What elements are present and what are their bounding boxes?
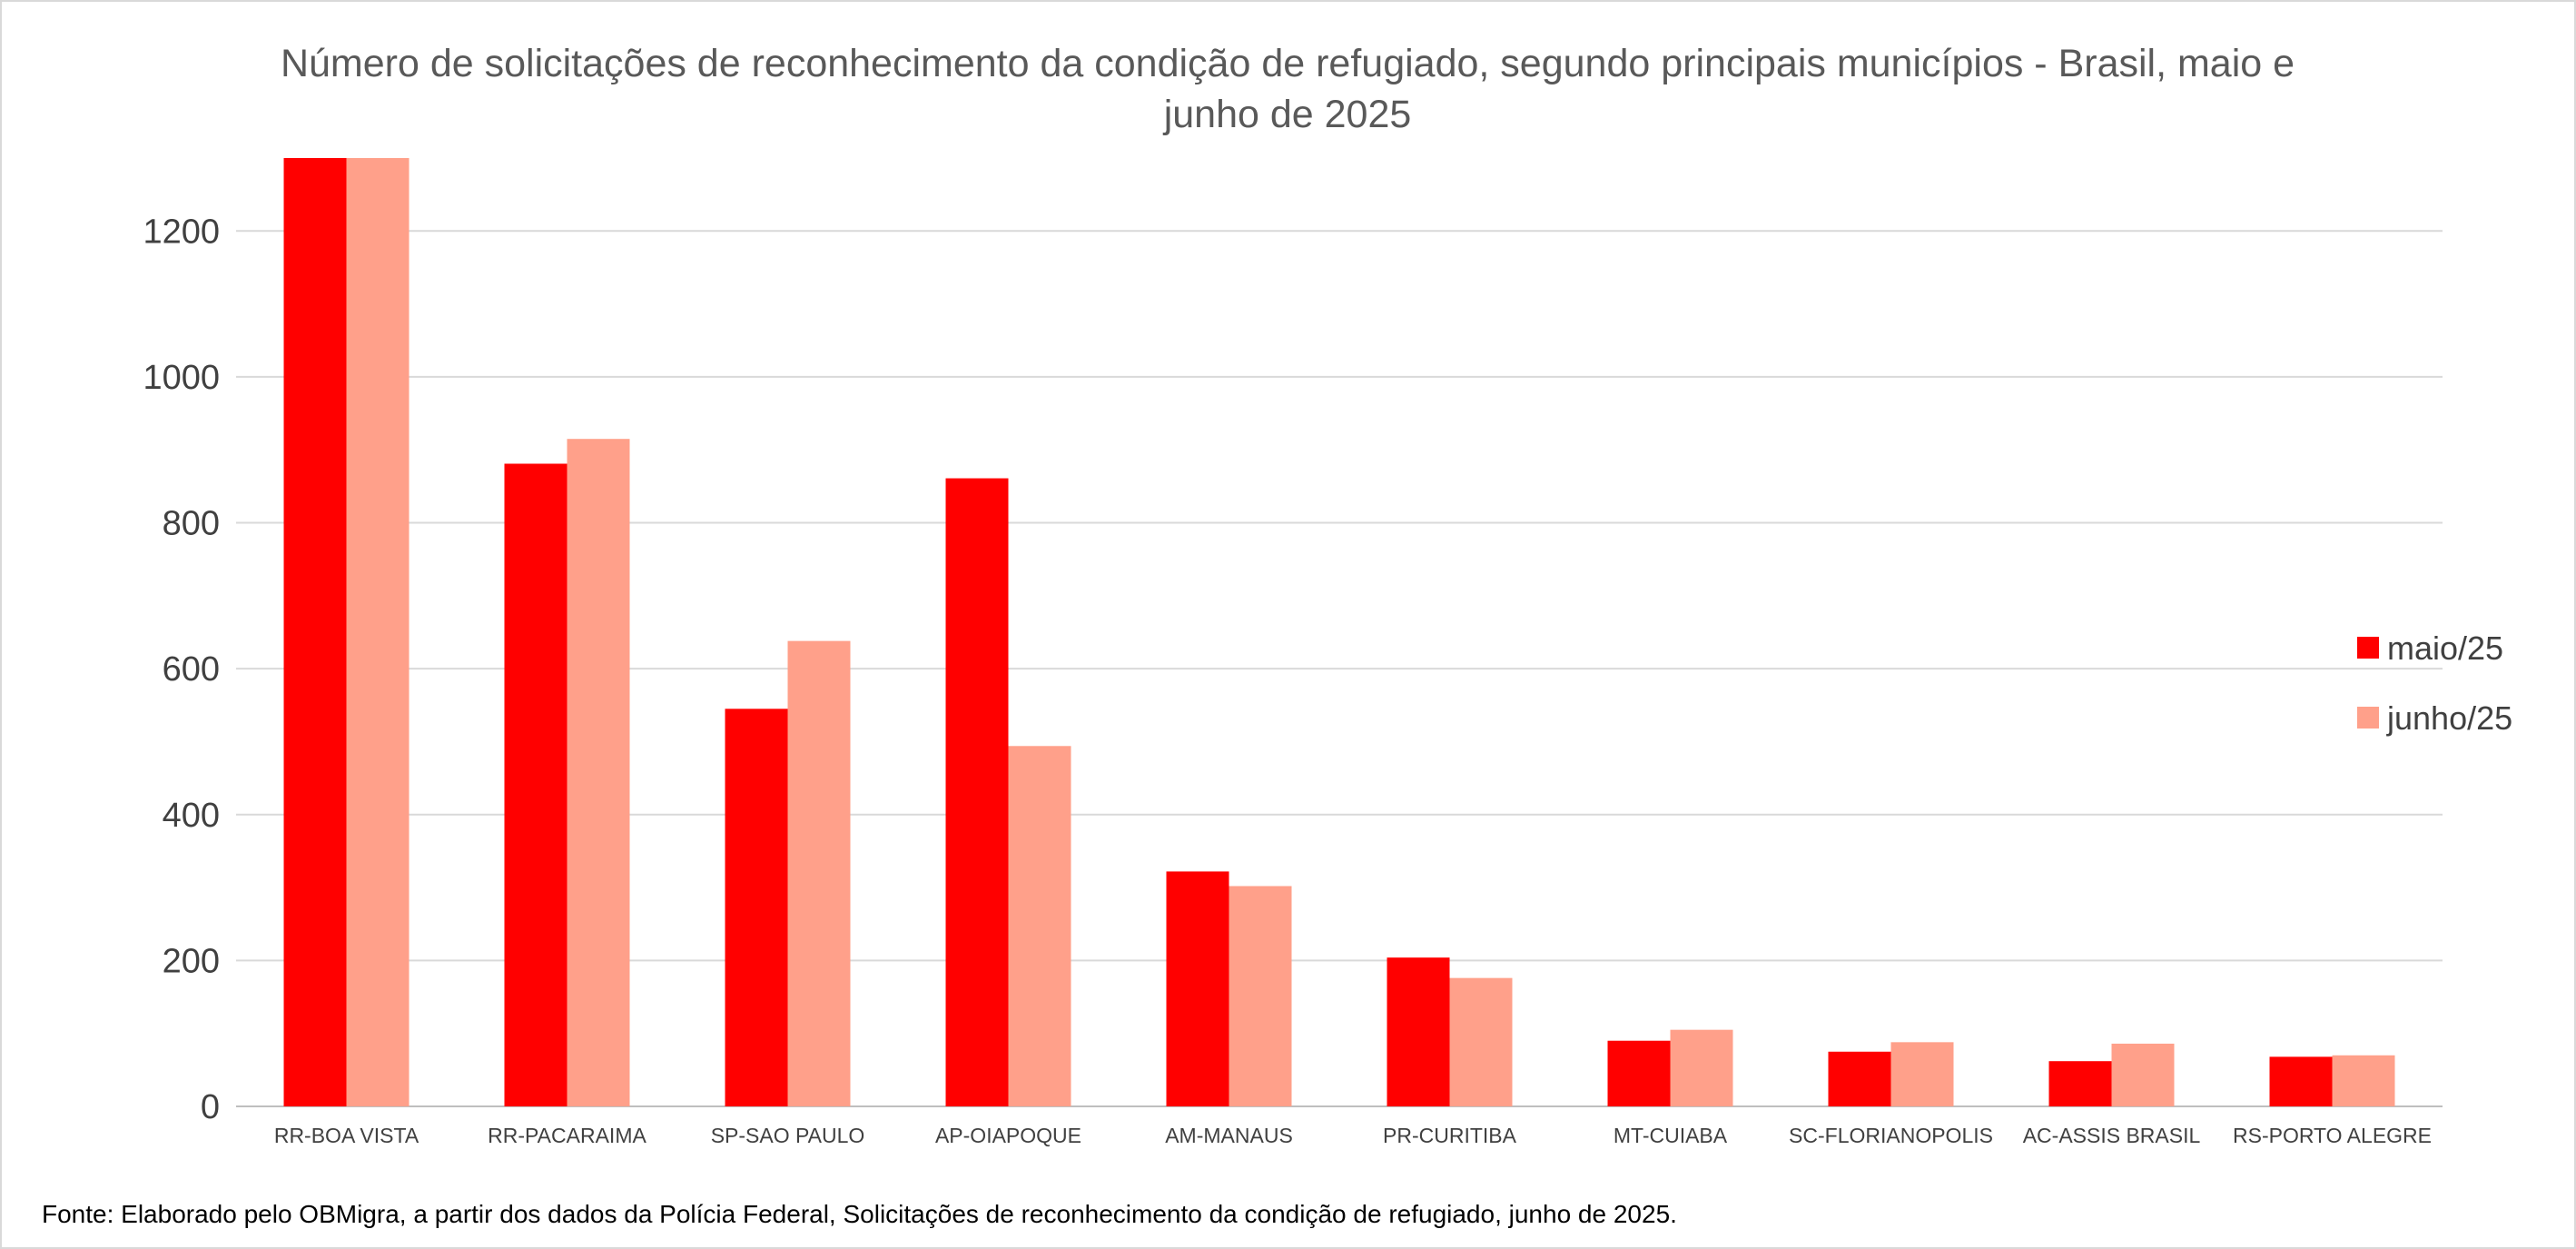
y-tick-label: 400 xyxy=(163,797,220,835)
y-tick-label: 1200 xyxy=(143,213,220,251)
bar-junho-rr-pacaraima xyxy=(567,439,630,1107)
x-tick-label: AC-ASSIS BRASIL xyxy=(2023,1124,2201,1147)
bar-maio-mt-cuiaba xyxy=(1607,1040,1671,1106)
bar-maio-rs-porto-alegre xyxy=(2269,1056,2333,1106)
y-tick-label: 800 xyxy=(163,505,220,543)
legend: maio/25 junho/25 xyxy=(2357,629,2512,737)
x-axis-ticks: RR-BOA VISTA RR-PACARAIMA SP-SAO PAULO AP-O… xyxy=(274,1124,2432,1147)
bar-maio-am-manaus xyxy=(1166,871,1229,1106)
bar-junho-sc-florianopolis xyxy=(1890,1042,1954,1106)
bar-maio-rr-boa-vista xyxy=(283,158,347,1106)
bar-junho-sp-sao-paulo xyxy=(787,640,851,1106)
source-note: Fonte: Elaborado pelo OBMigra, a partir … xyxy=(42,1200,1677,1228)
y-tick-label: 200 xyxy=(163,942,220,980)
bar-maio-ac-assis-brasil xyxy=(2048,1061,2112,1106)
x-tick-label: PR-CURITIBA xyxy=(1383,1124,1517,1147)
bar-junho-rs-porto-alegre xyxy=(2332,1055,2395,1106)
x-tick-label: RR-PACARAIMA xyxy=(488,1124,646,1147)
y-tick-label: 0 xyxy=(201,1088,220,1126)
legend-swatch xyxy=(2357,707,2379,729)
bar-maio-sc-florianopolis xyxy=(1828,1051,1891,1106)
x-tick-label: RS-PORTO ALEGRE xyxy=(2233,1124,2432,1147)
y-tick-label: 1000 xyxy=(143,359,220,397)
bar-junho-mt-cuiaba xyxy=(1670,1029,1733,1106)
y-axis-ticks: 0 200 400 600 800 1000 1200 xyxy=(143,213,220,1126)
bars xyxy=(283,158,2395,1107)
y-tick-label: 600 xyxy=(163,650,220,689)
bar-junho-ac-assis-brasil xyxy=(2111,1043,2175,1106)
bar-junho-am-manaus xyxy=(1229,886,1292,1106)
x-tick-label: AM-MANAUS xyxy=(1165,1124,1293,1147)
bar-junho-pr-curitiba xyxy=(1449,977,1513,1106)
legend-label: junho/25 xyxy=(2386,699,2512,737)
chart-title: Número de solicitações de reconhecimento… xyxy=(281,42,2295,136)
legend-label: maio/25 xyxy=(2387,629,2503,667)
bar-maio-ap-oiapoque xyxy=(945,478,1009,1106)
bar-maio-pr-curitiba xyxy=(1387,957,1450,1106)
x-tick-label: AP-OIAPOQUE xyxy=(935,1124,1081,1147)
bar-junho-ap-oiapoque xyxy=(1008,746,1071,1106)
x-tick-label: SC-FLORIANOPOLIS xyxy=(1789,1124,1993,1147)
x-tick-label: RR-BOA VISTA xyxy=(274,1124,419,1147)
x-tick-label: MT-CUIABA xyxy=(1614,1124,1728,1147)
bar-maio-rr-pacaraima xyxy=(504,463,568,1106)
chart-title-line: Número de solicitações de reconhecimento… xyxy=(281,42,2295,85)
bar-maio-sp-sao-paulo xyxy=(725,709,788,1106)
chart-title-line: junho de 2025 xyxy=(1162,93,1412,136)
legend-swatch xyxy=(2357,637,2379,659)
x-tick-label: SP-SAO PAULO xyxy=(711,1124,865,1147)
bar-junho-rr-boa-vista xyxy=(346,158,410,1106)
